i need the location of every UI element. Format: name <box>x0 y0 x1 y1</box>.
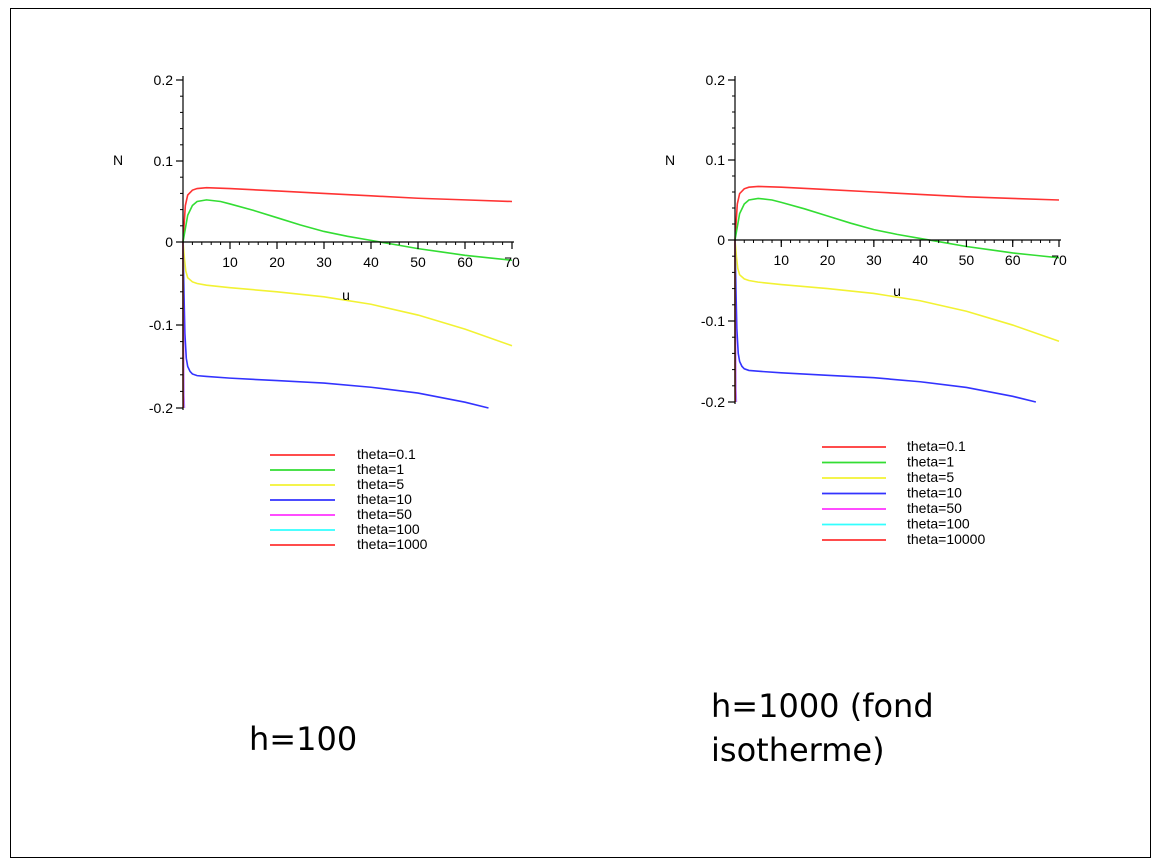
x-tick-label: 20 <box>269 254 285 270</box>
legend-label: theta=10 <box>357 491 412 507</box>
y-tick-label: 0 <box>165 234 173 250</box>
legend-label: theta=0.1 <box>907 438 966 454</box>
x-tick-label: 40 <box>363 254 379 270</box>
y-tick-label: -0.2 <box>149 400 173 416</box>
legend-label: theta=5 <box>907 469 954 485</box>
y-tick-label: 0 <box>717 232 725 248</box>
legend-label: theta=1 <box>907 454 954 470</box>
legend-label: theta=5 <box>357 476 404 492</box>
legend-label: theta=1000 <box>357 536 428 552</box>
caption-h1000-line1: h=1000 (fond <box>711 687 934 725</box>
x-tick-label: 50 <box>959 252 975 268</box>
x-tick-label: 50 <box>410 254 426 270</box>
x-tick-label: 30 <box>866 252 882 268</box>
legend: theta=0.1theta=1theta=5theta=10theta=50t… <box>270 446 428 552</box>
legend-label: theta=10000 <box>907 531 985 547</box>
series-line-theta-0-1 <box>182 186 513 243</box>
y-tick-label: 0.2 <box>706 72 726 88</box>
x-tick-label: 20 <box>820 252 836 268</box>
legend-label: theta=100 <box>357 521 420 537</box>
x-axis-title: u <box>342 287 350 303</box>
caption-h1000-line2: isotherme) <box>711 731 885 769</box>
slide: h=100 h=1000 (fond isotherme) <box>10 8 1151 858</box>
x-tick-label: 10 <box>773 252 789 268</box>
caption-h100: h=100 <box>249 720 358 758</box>
series-line-theta-1 <box>734 197 1060 259</box>
y-tick-label: 0.2 <box>154 72 174 88</box>
x-tick-label: 40 <box>912 252 928 268</box>
legend-label: theta=50 <box>907 500 962 516</box>
caption-h1000: h=1000 (fond isotherme) <box>711 684 1031 772</box>
y-tick-label: -0.1 <box>149 317 173 333</box>
legend-label: theta=0.1 <box>357 446 416 462</box>
series-line-theta-10 <box>734 239 1037 403</box>
y-tick-label: -0.2 <box>701 394 725 410</box>
x-tick-label: 70 <box>504 254 520 270</box>
legend: theta=0.1theta=1theta=5theta=10theta=50t… <box>822 438 985 547</box>
legend-label: theta=50 <box>357 506 412 522</box>
y-tick-label: 0.1 <box>154 153 174 169</box>
series-line-theta-5 <box>734 239 1060 343</box>
y-axis-title: N <box>665 152 675 168</box>
legend-label: theta=10 <box>907 485 962 501</box>
legend-label: theta=1 <box>357 461 404 477</box>
y-axis-title: N <box>113 152 123 168</box>
series-line-theta-1 <box>182 199 513 262</box>
y-tick-label: -0.1 <box>701 313 725 329</box>
series-line-theta-10 <box>182 241 489 409</box>
series-line-theta-5 <box>182 241 513 347</box>
x-axis-title: u <box>893 283 901 299</box>
x-tick-label: 30 <box>316 254 332 270</box>
x-tick-label: 60 <box>1005 252 1021 268</box>
legend-label: theta=100 <box>907 516 970 532</box>
y-tick-label: 0.1 <box>706 152 726 168</box>
x-tick-label: 10 <box>222 254 238 270</box>
x-tick-label: 60 <box>457 254 473 270</box>
x-tick-label: 70 <box>1051 252 1067 268</box>
series-line-theta-0-1 <box>734 185 1060 241</box>
